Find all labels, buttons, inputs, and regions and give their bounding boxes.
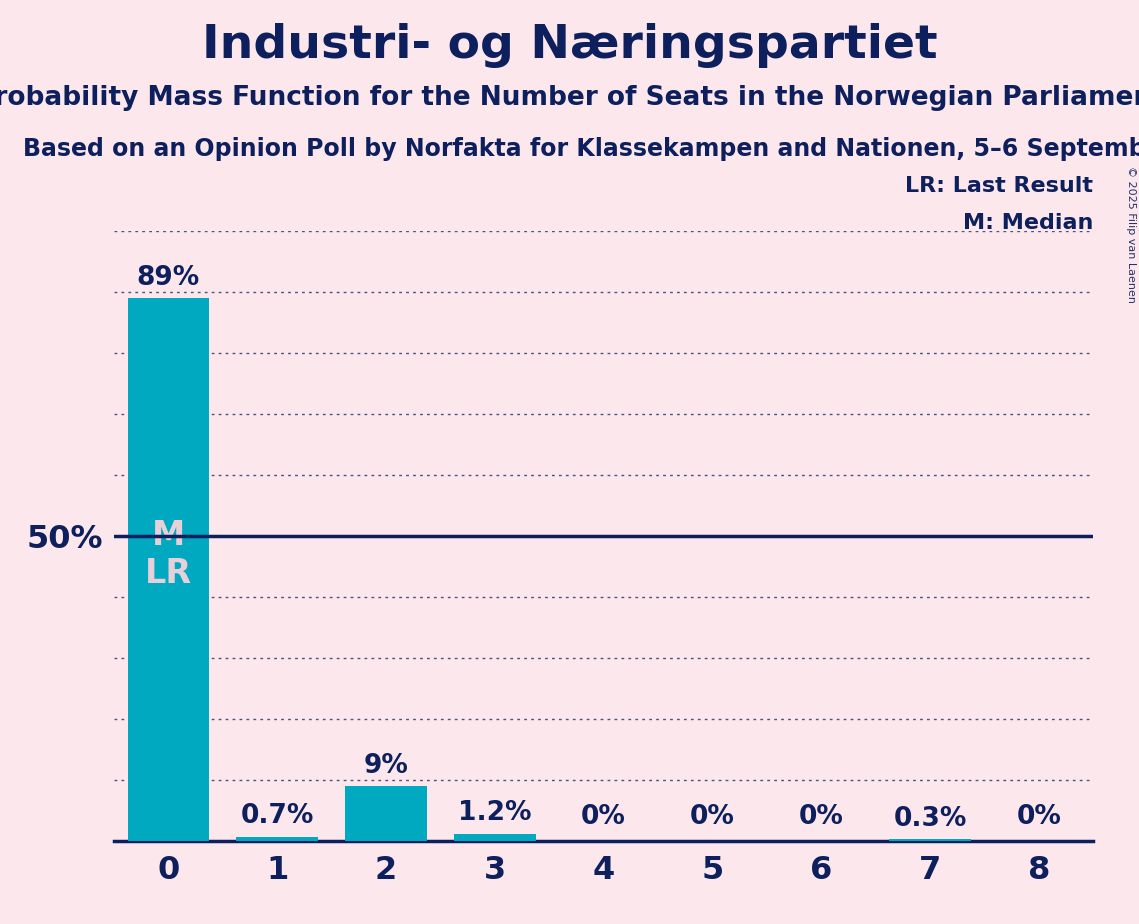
- Text: M: Median: M: Median: [964, 213, 1093, 233]
- Text: 1.2%: 1.2%: [458, 800, 532, 826]
- Text: 89%: 89%: [137, 265, 200, 291]
- Bar: [128, 298, 210, 841]
- Bar: [345, 786, 427, 841]
- Text: 0%: 0%: [1017, 804, 1062, 830]
- Text: 0.3%: 0.3%: [893, 806, 967, 832]
- Bar: [454, 833, 535, 841]
- Bar: [237, 836, 318, 841]
- Text: 0%: 0%: [690, 804, 735, 830]
- Text: © 2025 Filip van Laenen: © 2025 Filip van Laenen: [1126, 166, 1136, 303]
- Text: 0.7%: 0.7%: [240, 803, 314, 829]
- Text: LR: Last Result: LR: Last Result: [906, 176, 1093, 196]
- Text: Industri- og Næringspartiet: Industri- og Næringspartiet: [202, 23, 937, 68]
- Text: Probability Mass Function for the Number of Seats in the Norwegian Parliament: Probability Mass Function for the Number…: [0, 85, 1139, 111]
- Text: M
LR: M LR: [145, 518, 191, 590]
- Text: 9%: 9%: [363, 753, 409, 779]
- Bar: [890, 839, 970, 841]
- Text: 0%: 0%: [581, 804, 626, 830]
- Text: Based on an Opinion Poll by Norfakta for Klassekampen and Nationen, 5–6 Septembe: Based on an Opinion Poll by Norfakta for…: [23, 137, 1139, 161]
- Text: 0%: 0%: [798, 804, 844, 830]
